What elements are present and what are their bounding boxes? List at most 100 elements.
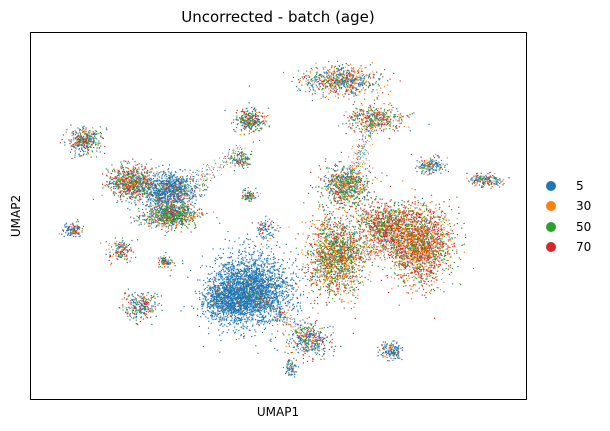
scatter-point bbox=[230, 289, 232, 291]
scatter-point bbox=[255, 274, 258, 276]
scatter-point bbox=[310, 276, 312, 278]
scatter-point bbox=[283, 296, 286, 298]
scatter-point bbox=[207, 302, 209, 304]
scatter-point bbox=[218, 275, 220, 277]
scatter-point bbox=[261, 283, 263, 285]
scatter-point bbox=[325, 237, 327, 239]
scatter-point bbox=[285, 290, 287, 292]
scatter-point bbox=[316, 270, 318, 272]
scatter-point bbox=[232, 274, 234, 277]
scatter-point bbox=[217, 307, 219, 309]
scatter-point bbox=[269, 280, 271, 282]
scatter-point bbox=[281, 274, 283, 276]
scatter-point bbox=[268, 294, 270, 297]
scatter-point bbox=[252, 290, 254, 292]
scatter-point bbox=[277, 261, 279, 264]
scatter-point bbox=[218, 296, 220, 299]
scatter-point bbox=[213, 311, 215, 313]
scatter-point bbox=[297, 253, 299, 255]
scatter-point bbox=[230, 323, 232, 325]
scatter-point bbox=[211, 305, 213, 307]
scatter-point bbox=[282, 292, 284, 294]
scatter-point bbox=[240, 335, 242, 337]
scatter-point bbox=[350, 220, 353, 222]
scatter-point bbox=[331, 287, 333, 289]
scatter-point bbox=[288, 289, 290, 291]
scatter-point bbox=[258, 270, 261, 272]
scatter-point bbox=[337, 227, 339, 229]
scatter-point bbox=[231, 307, 234, 309]
scatter-point bbox=[340, 235, 342, 238]
scatter-point bbox=[332, 271, 334, 273]
scatter-point bbox=[331, 278, 333, 280]
scatter-point bbox=[307, 257, 309, 259]
scatter-point bbox=[280, 285, 282, 287]
scatter-point bbox=[211, 314, 213, 316]
scatter-point bbox=[255, 281, 257, 284]
scatter-point bbox=[368, 259, 370, 261]
scatter-point bbox=[244, 293, 246, 295]
scatter-point bbox=[240, 276, 242, 278]
scatter-point bbox=[266, 297, 268, 299]
scatter-point bbox=[318, 247, 320, 249]
scatter-point bbox=[240, 253, 243, 255]
scatter-point bbox=[234, 291, 236, 293]
scatter-point bbox=[248, 285, 250, 287]
scatter-point bbox=[213, 281, 215, 284]
scatter-point bbox=[338, 268, 340, 270]
scatter-point bbox=[327, 221, 329, 223]
scatter-point bbox=[342, 225, 344, 227]
scatter-point bbox=[294, 282, 297, 284]
scatter-point bbox=[226, 319, 228, 321]
scatter-point bbox=[255, 292, 257, 294]
scatter-point bbox=[264, 263, 266, 265]
scatter-point bbox=[344, 286, 346, 288]
scatter-point bbox=[337, 275, 339, 277]
scatter-point bbox=[343, 273, 345, 275]
scatter-point bbox=[335, 223, 337, 225]
scatter-point bbox=[260, 305, 263, 307]
scatter-point bbox=[363, 265, 365, 267]
scatter-point bbox=[238, 302, 240, 304]
scatter-point bbox=[258, 294, 260, 296]
scatter-point bbox=[214, 289, 216, 291]
scatter-point bbox=[251, 291, 253, 293]
scatter-point bbox=[221, 304, 223, 306]
scatter-point bbox=[354, 231, 356, 233]
scatter-point bbox=[243, 325, 245, 328]
scatter-point bbox=[229, 296, 231, 298]
scatter-point bbox=[255, 259, 257, 261]
scatter-point bbox=[319, 253, 321, 255]
scatter-point bbox=[211, 315, 213, 317]
scatter-point bbox=[327, 269, 330, 271]
scatter-point bbox=[273, 268, 275, 270]
scatter-point bbox=[245, 292, 248, 294]
scatter-point bbox=[346, 260, 348, 262]
scatter-point bbox=[258, 306, 260, 309]
scatter-point bbox=[269, 270, 271, 272]
scatter-point bbox=[230, 308, 232, 310]
scatter-point bbox=[270, 320, 272, 322]
scatter-point bbox=[244, 270, 246, 272]
scatter-point bbox=[209, 278, 211, 280]
scatter-point bbox=[246, 328, 248, 330]
scatter-point bbox=[305, 241, 307, 243]
scatter-point bbox=[345, 276, 347, 278]
scatter-point bbox=[236, 278, 238, 280]
plot-frame bbox=[30, 32, 527, 400]
scatter-point bbox=[341, 276, 343, 278]
scatter-point bbox=[207, 327, 210, 329]
scatter-point bbox=[318, 219, 320, 221]
scatter-point bbox=[279, 286, 281, 288]
scatter-point bbox=[345, 204, 347, 206]
scatter-point bbox=[341, 261, 343, 263]
scatter-point bbox=[223, 271, 225, 273]
scatter-point bbox=[266, 288, 268, 290]
scatter-point bbox=[334, 266, 336, 268]
scatter-point bbox=[347, 302, 349, 304]
scatter-point bbox=[252, 301, 254, 303]
scatter-point bbox=[242, 259, 244, 261]
scatter-point bbox=[330, 273, 332, 275]
scatter-point bbox=[281, 297, 283, 299]
scatter-point bbox=[273, 306, 275, 308]
